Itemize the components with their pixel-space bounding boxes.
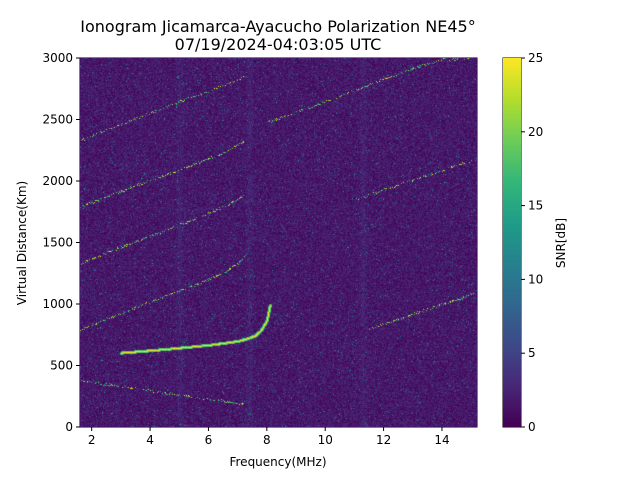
y-tick-label: 2000 <box>42 174 73 188</box>
x-tick-label: 4 <box>146 433 154 447</box>
y-tick-label: 3000 <box>42 51 73 65</box>
colorbar-tick-label: 5 <box>528 346 536 360</box>
y-axis-label: Virtual Distance(Km) <box>15 181 29 305</box>
y-axis: 0 500 1000 1500 2000 2500 3000 <box>42 51 80 434</box>
x-tick-label: 14 <box>434 433 449 447</box>
chart-subtitle: 07/19/2024-04:03:05 UTC <box>175 35 382 54</box>
y-tick-label: 2500 <box>42 113 73 127</box>
chart-title: Ionogram Jicamarca-Ayacucho Polarization… <box>80 17 475 36</box>
colorbar-label: SNR[dB] <box>554 218 568 268</box>
colorbar-axis: 0 5 10 15 20 25 <box>521 51 543 434</box>
x-axis-label: Frequency(MHz) <box>229 455 326 469</box>
x-tick-label: 8 <box>263 433 271 447</box>
y-tick-label: 500 <box>50 359 73 373</box>
y-tick-label: 1000 <box>42 297 73 311</box>
colorbar-tick-label: 15 <box>528 199 543 213</box>
x-tick-label: 6 <box>205 433 213 447</box>
colorbar-tick-label: 10 <box>528 272 543 286</box>
colorbar-tick-label: 0 <box>528 420 536 434</box>
x-tick-label: 2 <box>88 433 96 447</box>
colorbar-tick-label: 20 <box>528 125 543 139</box>
y-tick-label: 0 <box>65 420 73 434</box>
ionogram-heatmap <box>80 58 477 427</box>
y-tick-label: 1500 <box>42 236 73 250</box>
colorbar-tick-label: 25 <box>528 51 543 65</box>
colorbar <box>503 58 521 427</box>
x-axis: 2 4 6 8 10 12 14 <box>88 427 450 447</box>
x-tick-label: 12 <box>376 433 391 447</box>
x-tick-label: 10 <box>318 433 333 447</box>
